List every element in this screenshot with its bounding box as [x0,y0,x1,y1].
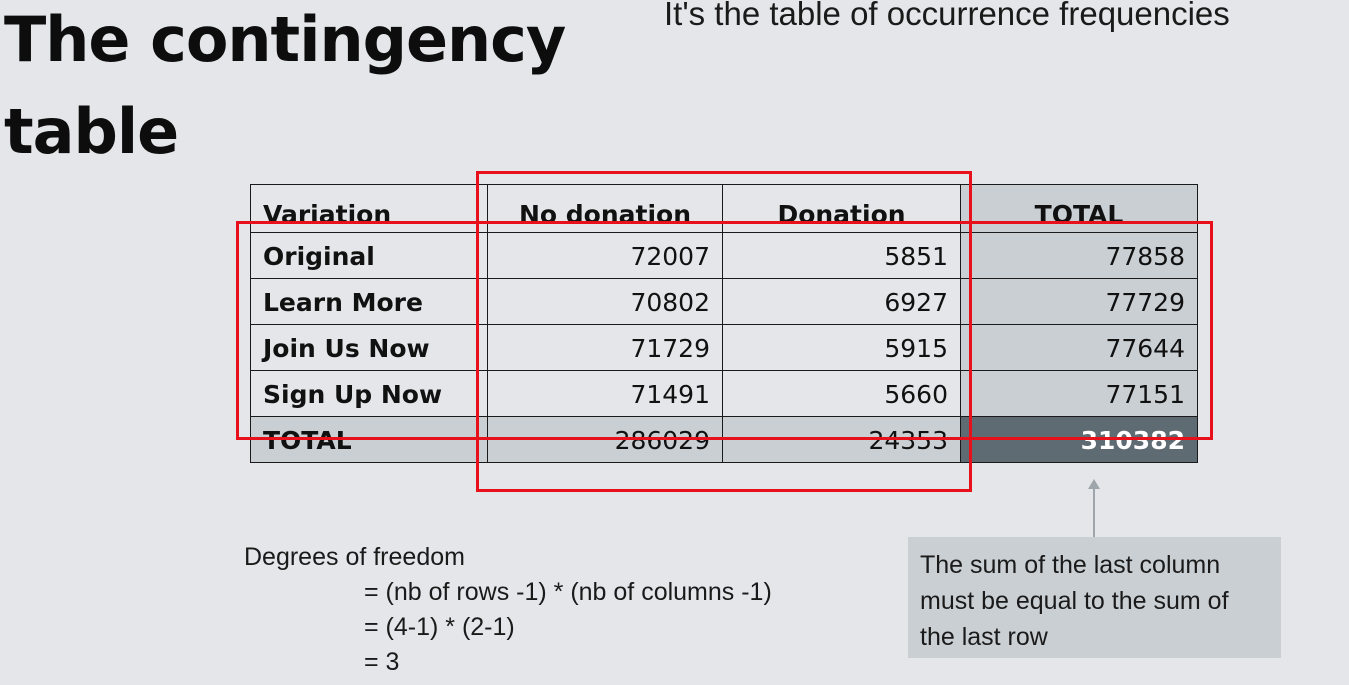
cell-donation: 5915 [722,324,961,371]
table-row: Original 72007 5851 77858 [250,232,1198,279]
dof-formula-line: = (4-1) * (2-1) [364,613,515,641]
dof-formula-line: = (nb of rows -1) * (nb of columns -1) [364,578,772,606]
cell-no-donation: 71729 [487,324,723,371]
cell-donation: 6927 [722,278,961,325]
callout-note: The sum of the last column must be equal… [908,537,1281,658]
cell-row-total: 77858 [960,232,1198,279]
cell-row-total: 77729 [960,278,1198,325]
table-row: Sign Up Now 71491 5660 77151 [250,370,1198,417]
arrow-connector [1093,486,1095,538]
header-no-donation: No donation [487,184,723,233]
cell-no-donation: 71491 [487,370,723,417]
table-row: Join Us Now 71729 5915 77644 [250,324,1198,371]
slide-subtitle: It's the table of occurrence frequencies [664,0,1230,32]
highlight-rows-box [236,221,1213,440]
cell-donation: 5851 [722,232,961,279]
row-label: Original [250,232,488,279]
dof-result-line: = 3 [364,648,400,676]
cell-donation: 5660 [722,370,961,417]
row-label: Sign Up Now [250,370,488,417]
cell-no-donation: 70802 [487,278,723,325]
header-variation: Variation [250,184,488,233]
cell-row-total: 77151 [960,370,1198,417]
table-header-row: Variation No donation Donation TOTAL [250,184,1198,233]
dof-label: Degrees of freedom [244,543,465,571]
row-label: Join Us Now [250,324,488,371]
arrow-up-icon [1088,479,1100,489]
degrees-of-freedom: Degrees of freedom = (nb of rows -1) * (… [244,540,772,680]
header-total: TOTAL [960,184,1198,233]
highlight-columns-box [476,171,972,492]
cell-row-total: 77644 [960,324,1198,371]
slide-title: The contingency table [4,3,566,168]
